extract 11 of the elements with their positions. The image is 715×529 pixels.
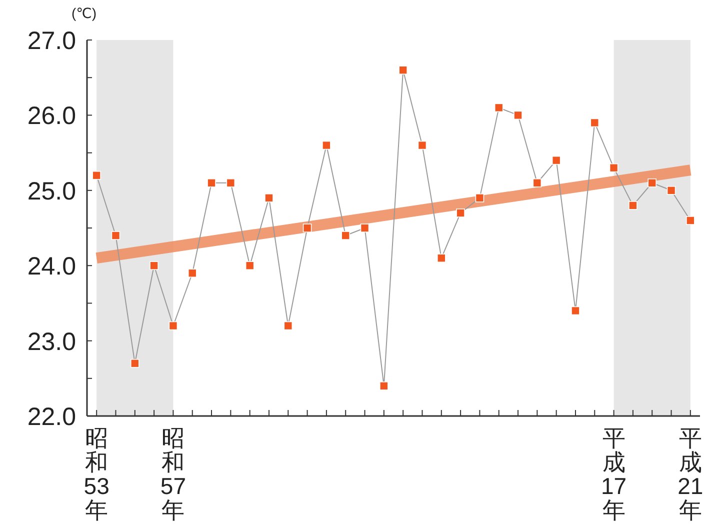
y-tick-label: 23.0 [27, 328, 76, 356]
x-tick-label: 平成17年 [601, 425, 627, 523]
y-tick-label: 26.0 [27, 102, 76, 130]
y-tick-label: 24.0 [27, 252, 76, 281]
y-tick-label: 25.0 [27, 177, 76, 206]
x-tick-label: 昭和57年 [160, 425, 186, 523]
x-tick-label: 昭和53年 [84, 425, 110, 523]
x-tick-label: 平成21年 [678, 425, 704, 523]
y-tick-label: 27.0 [27, 27, 76, 55]
y-axis-title: (℃) [71, 5, 97, 21]
y-tick-label: 22.0 [27, 403, 76, 431]
